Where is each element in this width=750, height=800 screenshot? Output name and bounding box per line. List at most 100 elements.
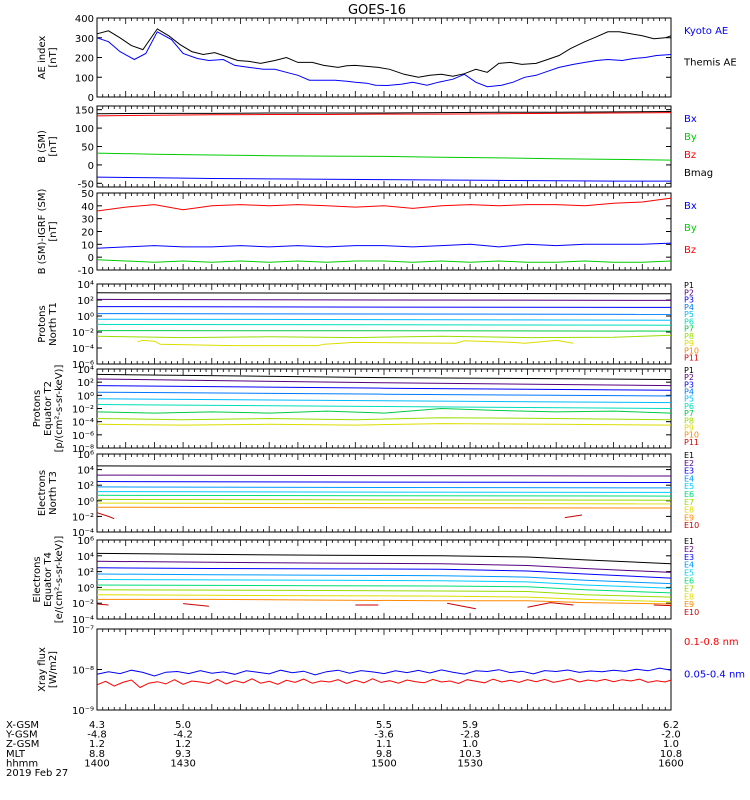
legend-item: P5 bbox=[684, 310, 694, 319]
legend-item: P2 bbox=[684, 373, 694, 382]
y-tick-label: 20 bbox=[81, 228, 94, 239]
y-tick-label: 150 bbox=[75, 106, 94, 117]
series-line-e7 bbox=[96, 498, 672, 501]
legend-item: 0.1-0.8 nm bbox=[684, 637, 739, 648]
ephemeris-value: -2.8 bbox=[460, 730, 480, 741]
y-tick-label: 10⁴ bbox=[77, 280, 94, 291]
series-line-p2 bbox=[96, 298, 672, 301]
ephemeris-row-label: Y-GSM bbox=[5, 730, 38, 741]
ephemeris-value: 1430 bbox=[170, 758, 195, 769]
series-line-e4 bbox=[96, 486, 672, 489]
y-tick-label: 10⁻⁴ bbox=[72, 528, 94, 539]
y-axis-label-line: [W/m2] bbox=[48, 651, 59, 688]
y-axis-label-line: North T1 bbox=[48, 302, 59, 346]
ephemeris-row-label: MLT bbox=[6, 749, 26, 760]
panel-1: 0 100 200 300 400 AE index [nT] Kyoto AE Themis … bbox=[37, 14, 737, 104]
y-tick-label: 10⁻⁸ bbox=[72, 444, 94, 455]
panel-frame bbox=[96, 105, 672, 188]
ephemeris-value: 1530 bbox=[457, 758, 482, 769]
series-line-e10 bbox=[527, 602, 574, 608]
legend-item: P9 bbox=[684, 339, 694, 348]
legend-item: E5 bbox=[684, 569, 694, 578]
legend-item: P1 bbox=[684, 281, 694, 290]
series-line-p5 bbox=[96, 318, 672, 321]
legend-item: E10 bbox=[684, 521, 699, 530]
y-tick-label: 10⁰ bbox=[77, 391, 94, 402]
y-tick-label: 50 bbox=[81, 189, 94, 200]
y-axis-label-line: Xray flux bbox=[37, 647, 48, 692]
series-line-e8 bbox=[96, 502, 672, 505]
legend-item: E5 bbox=[684, 482, 694, 491]
ephemeris-value: -4.8 bbox=[87, 730, 107, 741]
y-tick-label: 10⁻⁴ bbox=[72, 615, 94, 626]
legend-item: P4 bbox=[684, 303, 694, 312]
y-axis-label-line: B (SM)-IGRF (SM) bbox=[37, 189, 48, 275]
y-tick-label: 50 bbox=[81, 143, 94, 154]
y-tick-label: 30 bbox=[81, 215, 94, 226]
ephemeris-value: 1500 bbox=[371, 758, 396, 769]
y-axis-label: Electrons North T3 bbox=[37, 470, 59, 516]
series-line-p4 bbox=[96, 313, 672, 315]
series-line-bmag bbox=[96, 111, 672, 115]
y-tick-label: 0 bbox=[88, 161, 94, 172]
legend-item: E7 bbox=[684, 584, 694, 593]
legend-item: E9 bbox=[684, 513, 694, 522]
y-tick-label: 100 bbox=[75, 73, 94, 84]
legend-item: P11 bbox=[684, 354, 699, 363]
ephemeris-value: 1.0 bbox=[663, 739, 679, 750]
series-line-p8 bbox=[96, 417, 672, 421]
y-tick-label: 10⁴ bbox=[77, 466, 94, 477]
legend-item: P8 bbox=[684, 416, 694, 425]
y-axis-label-line: Equator T4 bbox=[43, 552, 54, 607]
ephemeris-value: 4.3 bbox=[89, 720, 105, 731]
legend-item: E2 bbox=[684, 545, 694, 554]
y-tick-label: 10⁶ bbox=[77, 450, 94, 461]
series-line-p6 bbox=[96, 323, 672, 326]
series-line-e10 bbox=[564, 514, 583, 519]
legend-item: P7 bbox=[684, 409, 694, 418]
ephemeris-value: 6.2 bbox=[663, 720, 679, 731]
y-tick-label: 10⁶ bbox=[77, 536, 94, 547]
legend-item: P7 bbox=[684, 325, 694, 334]
y-axis-label-line: AE index bbox=[37, 36, 48, 80]
legend-item: P4 bbox=[684, 388, 694, 397]
y-tick-label: 10⁻² bbox=[72, 405, 94, 416]
series-line-e10 bbox=[653, 604, 672, 607]
series-line-p3 bbox=[96, 306, 672, 308]
y-tick-label: 400 bbox=[75, 14, 94, 25]
series-line-p2 bbox=[96, 378, 672, 387]
series-line-by bbox=[96, 259, 672, 263]
legend-item: E3 bbox=[684, 467, 694, 476]
legend-item: Bx bbox=[684, 201, 697, 212]
plot-title: GOES-16 bbox=[348, 3, 406, 18]
y-tick-label: 300 bbox=[75, 34, 94, 45]
legend-item: Kyoto AE bbox=[684, 26, 728, 37]
legend-item: E2 bbox=[684, 459, 694, 468]
y-tick-label: 10⁻⁸ bbox=[72, 666, 94, 677]
y-tick-label: 10 bbox=[81, 240, 94, 251]
y-tick-label: 10⁻⁶ bbox=[72, 360, 94, 371]
legend-item: Themis AE bbox=[683, 58, 737, 69]
legend-item: E3 bbox=[684, 553, 694, 562]
series-line-p7 bbox=[96, 407, 672, 414]
y-axis-label-line: Protons bbox=[32, 390, 43, 427]
legend-item: E1 bbox=[684, 537, 694, 546]
y-axis-label-line: Protons bbox=[37, 305, 48, 342]
series-line-e6 bbox=[96, 494, 672, 497]
legend-item: P8 bbox=[684, 332, 694, 341]
panel-frame bbox=[96, 368, 672, 449]
series-line-e9 bbox=[96, 506, 672, 509]
legend-item: 0.05-0.4 nm bbox=[684, 669, 745, 680]
y-tick-label: 10⁻⁴ bbox=[72, 344, 94, 355]
y-tick-label: 10⁻² bbox=[72, 599, 94, 610]
ephemeris-value: -2.0 bbox=[661, 730, 681, 741]
legend-item: Bmag bbox=[684, 168, 713, 179]
series-line-e5 bbox=[96, 579, 672, 589]
ephemeris-row-label: 2019 Feb 27 bbox=[6, 768, 68, 779]
y-tick-label: 10⁻⁷ bbox=[72, 625, 94, 636]
y-axis-label-line: B (SM) bbox=[37, 130, 48, 163]
legend-item: Bz bbox=[684, 150, 696, 161]
series-line-bz bbox=[96, 112, 672, 117]
